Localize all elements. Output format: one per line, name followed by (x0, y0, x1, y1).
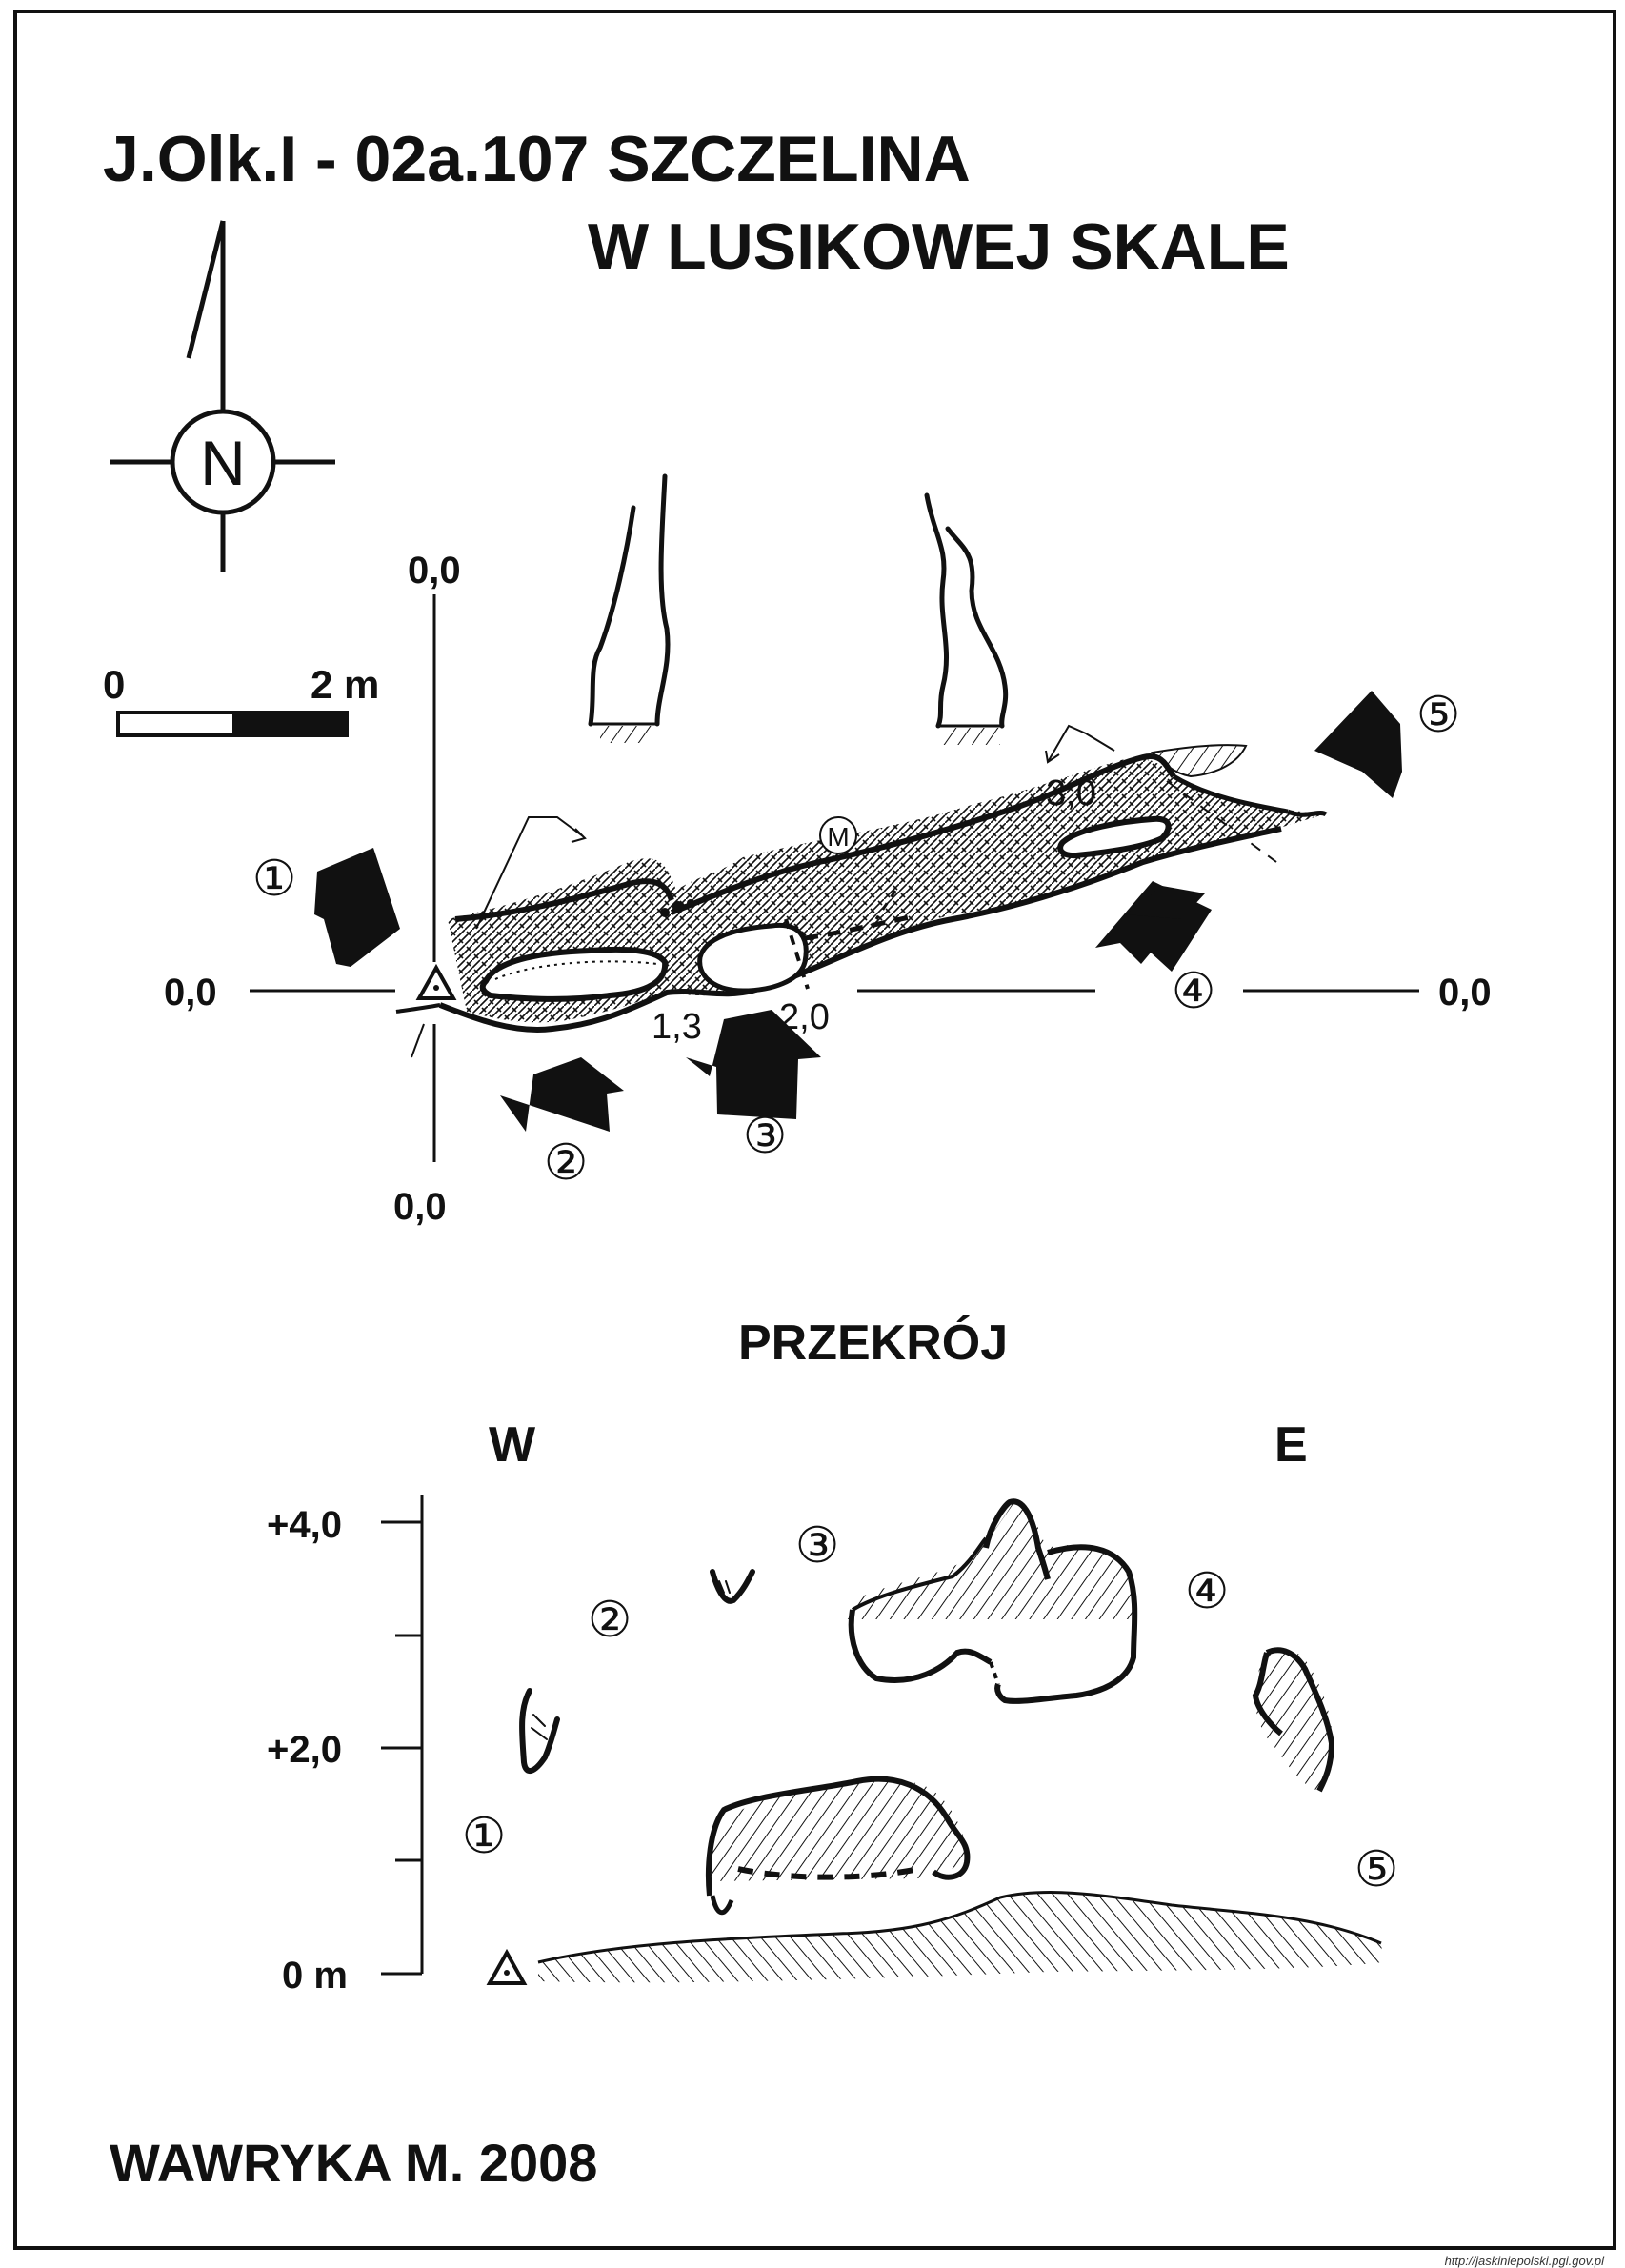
north-arrow-icon (110, 220, 335, 572)
plan-axis-left-label: 0,0 (164, 972, 217, 1014)
marker-label: M (827, 822, 849, 852)
plan-axis-right-label: 0,0 (1438, 972, 1492, 1014)
view-arrow-5-icon (1314, 691, 1402, 798)
section-height-axis (381, 1495, 424, 1976)
plan-axes (250, 594, 1419, 1162)
title-line-1: J.Olk.I - 02a.107 SZCZELINA (103, 123, 971, 195)
section-rock-upper (843, 1498, 1138, 1704)
section-entrance-triangle-icon (486, 1948, 528, 1985)
plan-view-number-4: ④ (1172, 964, 1216, 1019)
section-title: PRZEKRÓJ (738, 1315, 1008, 1371)
section-view-number-3: ③ (795, 1518, 840, 1574)
view-arrow-4-icon (1095, 881, 1212, 972)
plan-axis-top-label: 0,0 (408, 550, 461, 592)
section-view-number-1: ① (462, 1809, 507, 1864)
fissure-profile-right (924, 492, 1009, 745)
plan-view-number-3: ③ (743, 1109, 788, 1164)
plan-view-number-1: ① (252, 852, 297, 907)
author-credit: WAWRYKA M. 2008 (110, 2133, 597, 2193)
plan-axis-bottom-label: 0,0 (393, 1186, 447, 1228)
scale-end-label: 2 m (311, 662, 379, 707)
view-arrow-2-icon (500, 1057, 624, 1132)
section-view-number-2: ② (588, 1593, 632, 1648)
cave-plan-outline (395, 744, 1328, 1033)
scale-bar (116, 711, 349, 737)
plan-view-number-2: ② (544, 1135, 589, 1191)
depth-label-3-0: 3,0 (1046, 773, 1096, 813)
section-ground (537, 1891, 1383, 1983)
section-view-number-5: ⑤ (1354, 1842, 1399, 1897)
section-y-label-0: 0 m (282, 1955, 348, 1997)
section-rock-lower (705, 1776, 971, 1915)
section-wall-1 (519, 1688, 560, 1774)
section-view-number-4: ④ (1185, 1564, 1230, 1619)
view-arrow-3-icon (686, 1010, 821, 1119)
section-y-label-4: +4,0 (267, 1504, 342, 1546)
view-arrow-1-icon (314, 848, 400, 967)
title-line-2: W LUSIKOWEJ SKALE (588, 211, 1290, 283)
depth-label-1-3: 1,3 (652, 1007, 702, 1047)
section-wall-4 (1252, 1647, 1335, 1793)
section-y-label-2: +2,0 (267, 1729, 342, 1771)
scale-start-label: 0 (103, 662, 125, 707)
section-east-label: E (1274, 1417, 1308, 1473)
entrance-triangle-icon (415, 963, 457, 1000)
map-frame (13, 10, 1616, 2250)
section-west-label: W (489, 1417, 536, 1473)
plan-view-number-5: ⑤ (1416, 688, 1461, 743)
section-wall-2 (710, 1569, 755, 1604)
source-url: http://jaskiniepolski.pgi.gov.pl (1444, 2254, 1604, 2268)
plan-pointer-lines (411, 724, 1115, 1058)
marker-circle (819, 816, 857, 854)
fissure-profile-left (588, 473, 671, 743)
north-letter: N (200, 428, 246, 498)
